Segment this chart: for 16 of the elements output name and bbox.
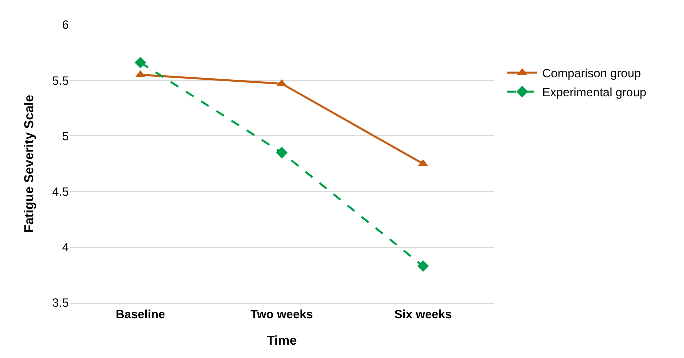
- x-axis-title: Time: [266, 333, 298, 348]
- y-tick-label: 4.5: [52, 185, 70, 199]
- x-tick-label: Baseline: [116, 307, 166, 322]
- y-tick-label: 6: [62, 18, 70, 32]
- point: [276, 147, 288, 159]
- x-tick-label: Six weeks: [394, 307, 452, 322]
- y-tick-label: 5: [62, 129, 70, 144]
- y-axis-title: Fatigue Severity Scale: [21, 94, 36, 234]
- y-tick-label: 4: [62, 240, 70, 255]
- y-tick-label: 3.5: [52, 296, 70, 310]
- legend-label: Comparison group: [542, 66, 642, 81]
- legend-label: Experimental group: [542, 86, 647, 100]
- point: [134, 56, 147, 69]
- y-tick-label: 5.5: [52, 74, 70, 88]
- point: [417, 260, 430, 272]
- x-tick-label: Two weeks: [250, 307, 314, 322]
